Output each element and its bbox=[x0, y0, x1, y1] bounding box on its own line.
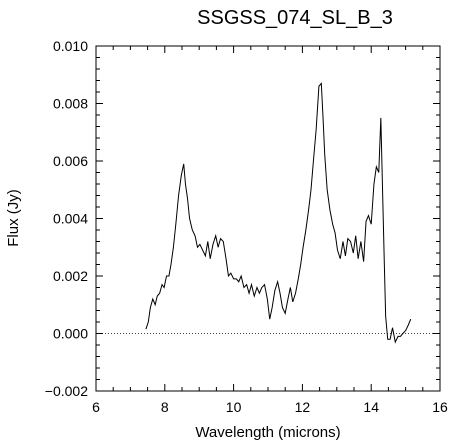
chart-title: SSGSS_074_SL_B_3 bbox=[197, 7, 393, 29]
x-axis-ticks: 6 8 10 12 14 16 bbox=[92, 46, 448, 415]
y-tick-label: 0.010 bbox=[53, 38, 88, 54]
x-tick-label: 14 bbox=[363, 399, 379, 415]
y-tick-label: −0.002 bbox=[45, 383, 88, 399]
y-axis-label: Flux (Jy) bbox=[5, 189, 22, 247]
x-tick-label: 6 bbox=[92, 399, 100, 415]
y-tick-label: 0.006 bbox=[53, 153, 88, 169]
x-tick-label: 12 bbox=[295, 399, 311, 415]
flux-spectrum-line bbox=[145, 82, 412, 344]
x-tick-label: 16 bbox=[432, 399, 448, 415]
x-axis-label: Wavelength (microns) bbox=[195, 424, 340, 441]
y-tick-label: 0.004 bbox=[53, 211, 88, 227]
y-tick-label: 0.008 bbox=[53, 96, 88, 112]
y-axis-ticks: −0.002 0.000 0.002 0.004 0.006 0.008 0.010 bbox=[45, 38, 440, 399]
y-tick-label: 0.000 bbox=[53, 326, 88, 342]
y-tick-label: 0.002 bbox=[53, 268, 88, 284]
x-tick-label: 10 bbox=[226, 399, 242, 415]
x-tick-label: 8 bbox=[161, 399, 169, 415]
